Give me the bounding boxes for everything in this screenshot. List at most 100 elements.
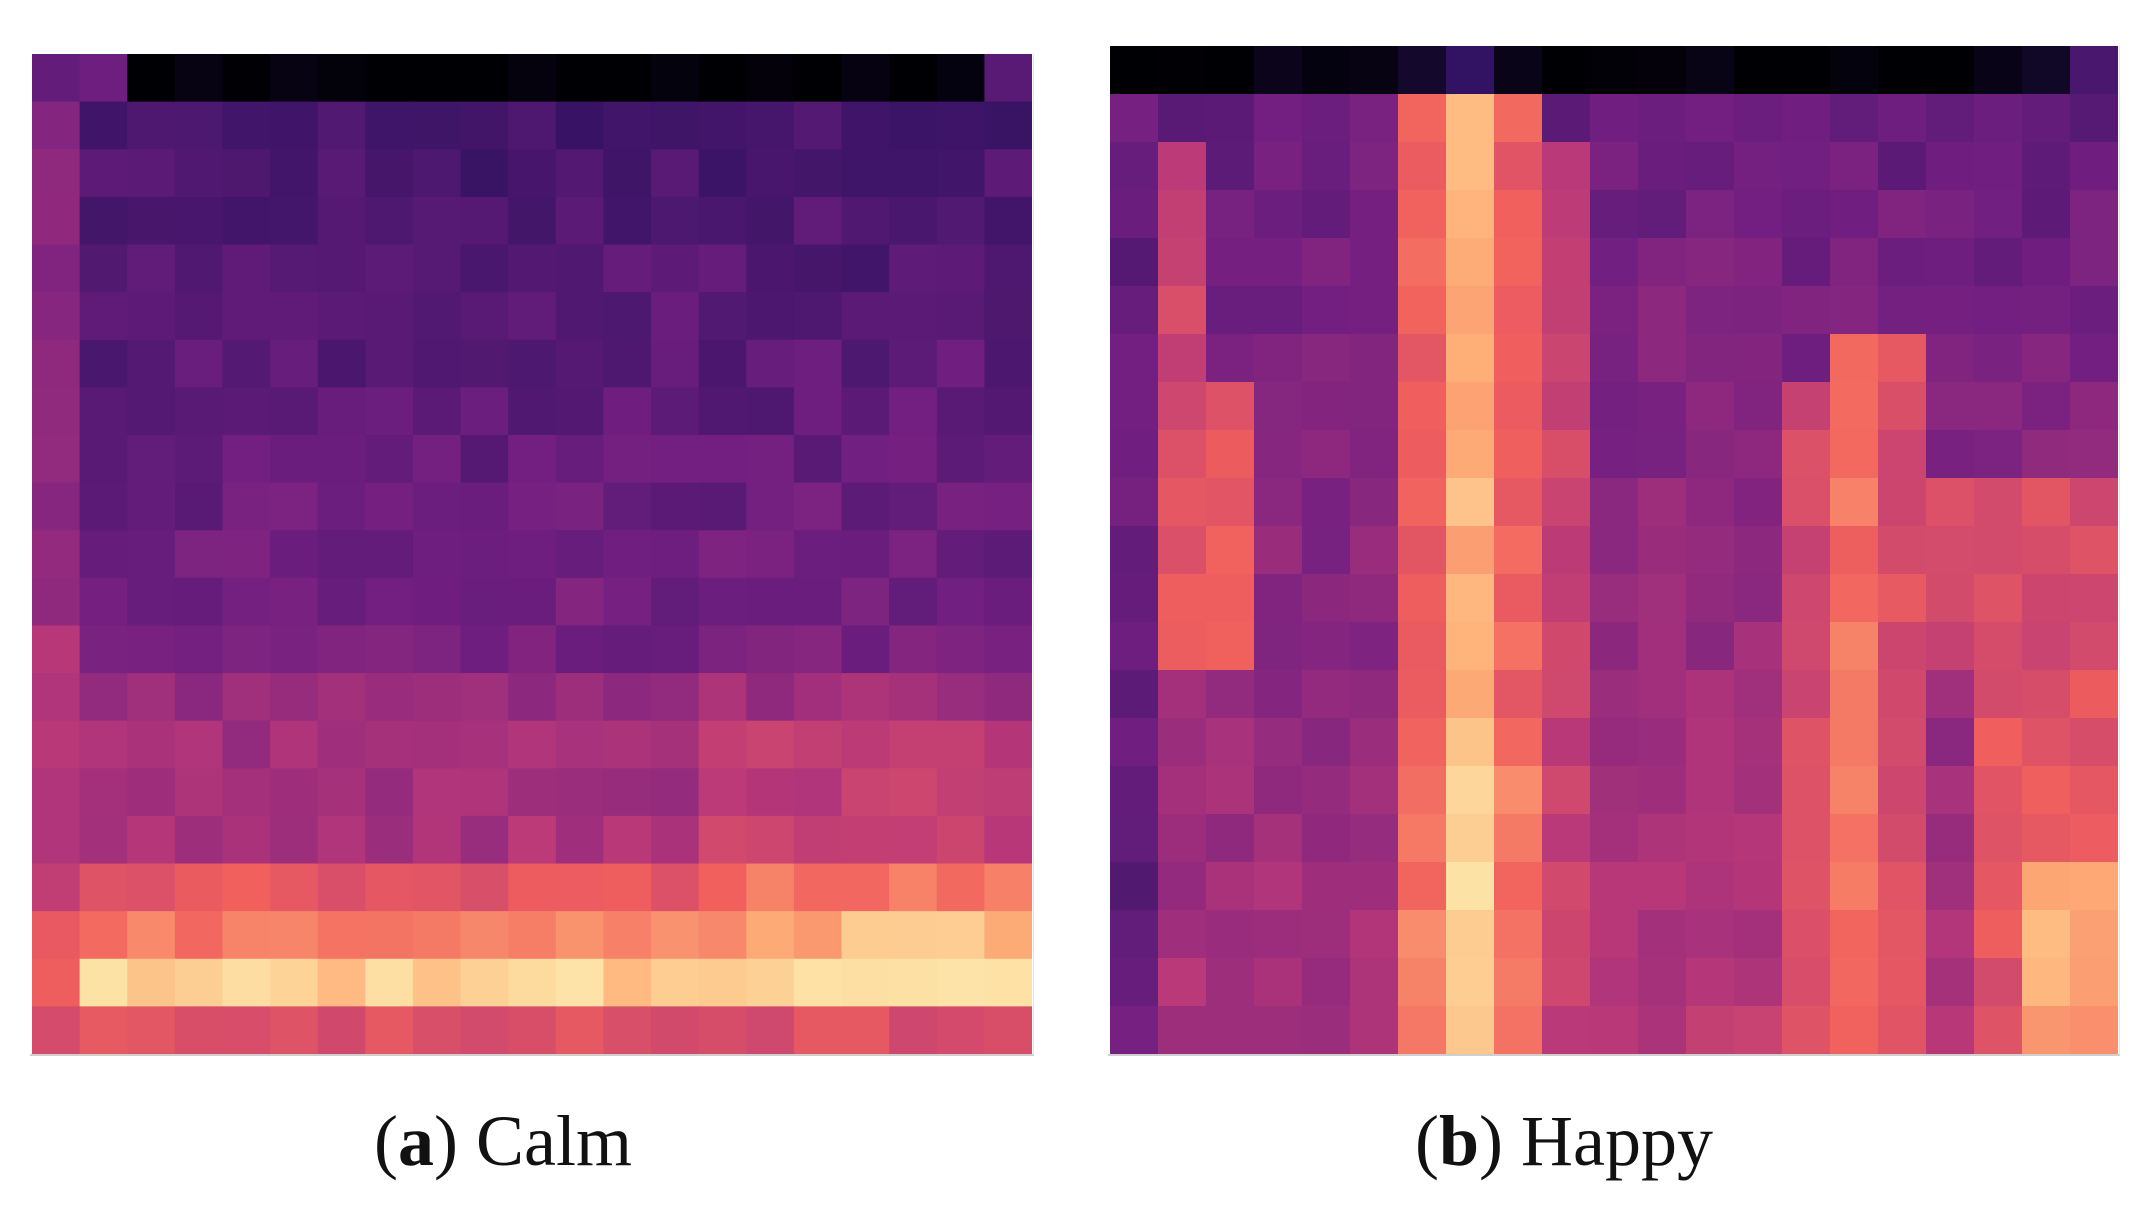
spectrogram-cell — [2070, 622, 2118, 671]
spectrogram-cell — [1638, 1006, 1687, 1054]
spectrogram-cell — [746, 54, 795, 103]
spectrogram-cell — [365, 292, 414, 341]
spectrogram-cell — [936, 911, 985, 960]
spectrogram-cell — [270, 339, 319, 388]
spectrogram-cell — [651, 911, 700, 960]
spectrogram-cell — [1638, 46, 1687, 95]
spectrogram-cell — [984, 625, 1032, 674]
spectrogram-cell — [889, 196, 938, 246]
spectrogram-cell — [1974, 526, 2023, 575]
spectrogram-cell — [1542, 286, 1591, 335]
spectrogram-cell — [1734, 910, 1783, 959]
spectrogram-cell — [1398, 430, 1447, 479]
spectrogram-cell — [1494, 142, 1543, 191]
spectrogram-cell — [1446, 238, 1495, 287]
spectrogram-cell — [1830, 142, 1879, 191]
spectrogram-cell — [1206, 430, 1255, 479]
spectrogram-cell — [603, 434, 652, 484]
spectrogram-cell — [1542, 862, 1591, 911]
spectrogram-cell — [2070, 286, 2118, 335]
spectrogram-cell — [889, 673, 938, 722]
spectrogram-cell — [793, 101, 843, 150]
spectrogram-cell — [365, 434, 414, 484]
spectrogram-cell — [127, 863, 176, 912]
spectrogram-cell — [1830, 382, 1879, 431]
spectrogram-cell — [1110, 910, 1159, 959]
spectrogram-cell — [508, 339, 557, 388]
spectrogram-cell — [2070, 46, 2118, 95]
spectrogram-cell — [1638, 670, 1687, 719]
spectrogram-cell — [1686, 94, 1735, 143]
spectrogram-cell — [1206, 670, 1255, 719]
spectrogram-cell — [889, 434, 938, 484]
spectrogram-cell — [1590, 526, 1639, 575]
spectrogram-cell — [889, 339, 938, 388]
spectrogram-cell — [1206, 238, 1255, 287]
spectrogram-cell — [412, 482, 462, 531]
spectrogram-cell — [1542, 142, 1591, 191]
spectrogram-cell — [2022, 910, 2071, 959]
spectrogram-cell — [2070, 190, 2118, 239]
spectrogram-cell — [1734, 1006, 1783, 1054]
spectrogram-cell — [1542, 382, 1591, 431]
spectrogram-cell — [603, 244, 652, 293]
spectrogram-cell — [1686, 718, 1735, 767]
spectrogram-cell — [1350, 670, 1399, 719]
spectrogram-cell — [1302, 334, 1351, 383]
spectrogram-cell — [1206, 94, 1255, 143]
spectrogram-cell — [222, 482, 271, 531]
spectrogram-cell — [365, 958, 414, 1007]
spectrogram-cell — [1782, 670, 1831, 719]
spectrogram-cell — [1926, 766, 1975, 815]
spectrogram-cell — [984, 149, 1032, 198]
spectrogram-cell — [460, 863, 509, 912]
spectrogram-cell — [79, 530, 128, 579]
spectrogram-cell — [1590, 718, 1639, 767]
spectrogram-cell — [222, 387, 271, 436]
spectrogram-cell — [2070, 238, 2118, 287]
spectrogram-cell — [317, 54, 366, 103]
spectrogram-cell — [1398, 190, 1447, 239]
spectrogram-cell — [889, 720, 938, 769]
spectrogram-cell — [1686, 46, 1735, 95]
spectrogram-cell — [651, 815, 700, 865]
spectrogram-cell — [1542, 46, 1591, 95]
spectrogram-cell — [508, 1006, 557, 1054]
spectrogram-cell — [1734, 334, 1783, 383]
spectrogram-cell — [1350, 334, 1399, 383]
spectrogram-cell — [603, 577, 652, 627]
spectrogram-cell — [1254, 670, 1303, 719]
spectrogram-cell — [508, 530, 557, 579]
spectrogram-cell — [460, 720, 509, 769]
spectrogram-cell — [2022, 1006, 2071, 1054]
spectrogram-cell — [1686, 670, 1735, 719]
spectrogram-cell — [1878, 1006, 1927, 1054]
caption-happy: (b) Happy — [1415, 1101, 1713, 1181]
spectrogram-cell — [1494, 814, 1543, 863]
spectrogram-cell — [174, 577, 224, 627]
spectrogram-cell — [1110, 142, 1159, 191]
spectrogram-cell — [603, 149, 652, 198]
spectrogram-cell — [1542, 814, 1591, 863]
spectrogram-cell — [841, 196, 890, 246]
spectrogram-cell — [746, 292, 795, 341]
spectrogram-cell — [460, 54, 509, 103]
spectrogram-cell — [1926, 910, 1975, 959]
spectrogram-cell — [270, 673, 319, 722]
spectrogram-cell — [317, 863, 366, 912]
spectrogram-cell — [1974, 286, 2023, 335]
spectrogram-cell — [1782, 718, 1831, 767]
spectrogram-cell — [555, 911, 605, 960]
spectrogram-cell — [127, 339, 176, 388]
spectrogram-cell — [1158, 1006, 1207, 1054]
spectrogram-cell — [1110, 286, 1159, 335]
spectrogram-cell — [1830, 910, 1879, 959]
spectrogram-cell — [1638, 910, 1687, 959]
spectrogram-cell — [317, 244, 366, 293]
spectrogram-cell — [1350, 766, 1399, 815]
spectrogram-cell — [746, 482, 795, 531]
spectrogram-cell — [1782, 526, 1831, 575]
spectrogram-cell — [936, 482, 985, 531]
spectrogram-cell — [984, 101, 1032, 150]
spectrogram-cell — [889, 101, 938, 150]
